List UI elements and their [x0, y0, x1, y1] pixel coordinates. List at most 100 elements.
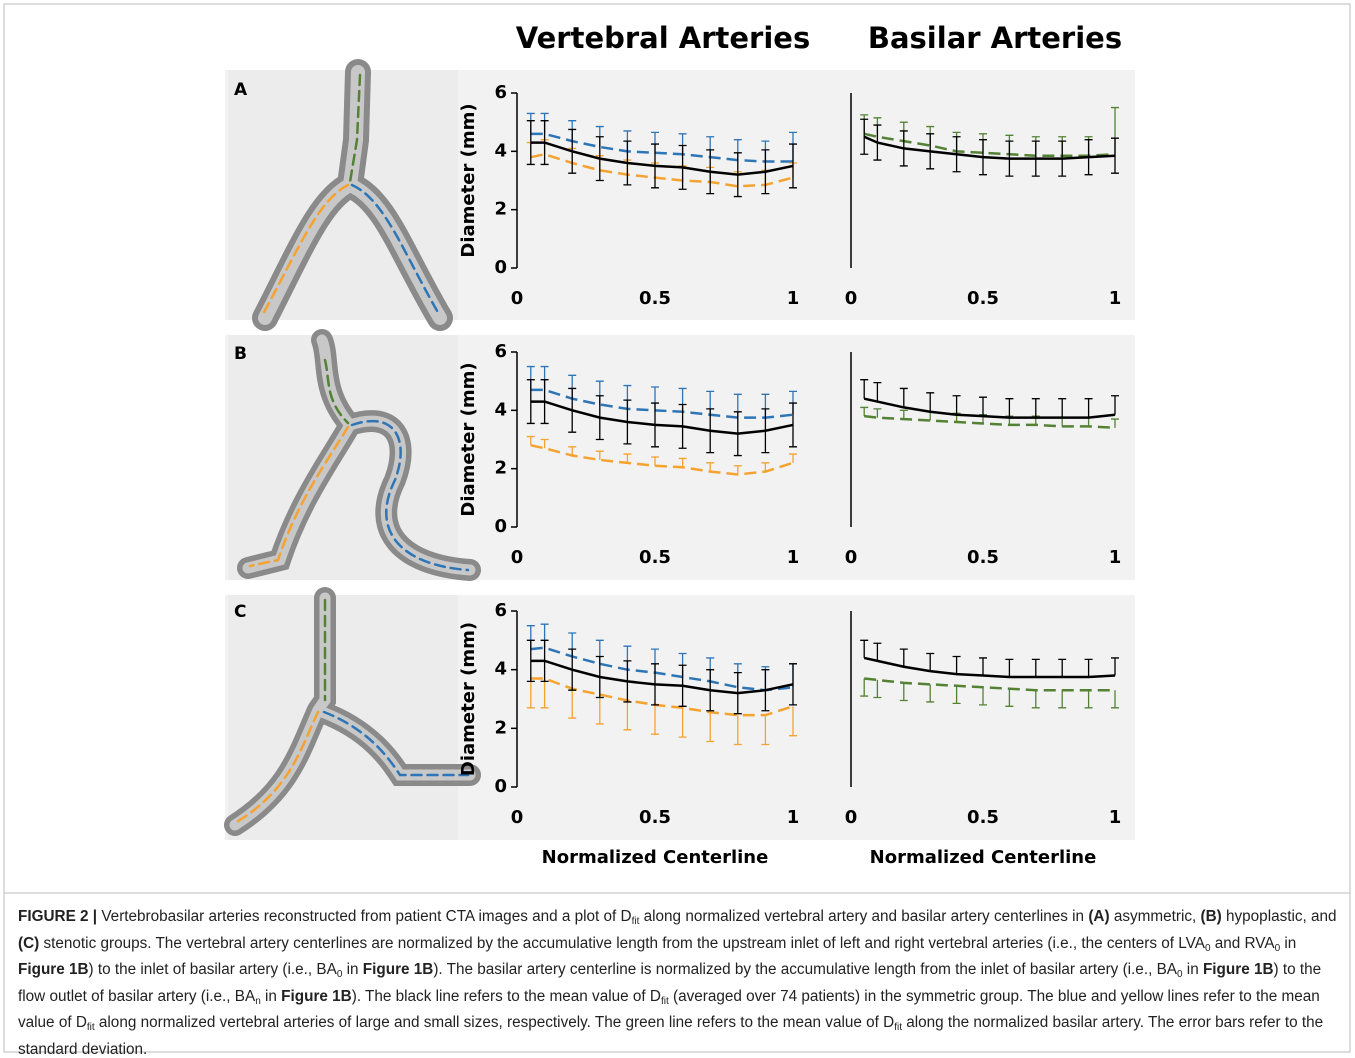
series-line [530, 141, 794, 176]
error-bar [860, 406, 869, 417]
x-tick-label: 0 [845, 288, 858, 309]
error-bar [979, 396, 987, 417]
error-bar [568, 446, 577, 456]
error-bar [873, 408, 882, 418]
error-bar [926, 652, 935, 672]
error-bar [595, 450, 604, 460]
panel-label: C [234, 602, 246, 622]
x-tick-label: 1 [787, 807, 800, 828]
panel-label: A [234, 80, 248, 100]
caption-text: fit [631, 916, 640, 927]
error-bar [651, 456, 659, 466]
caption-text: along normalized vertebral artery and ba… [639, 908, 1089, 925]
x-tick-label: 0 [511, 288, 524, 309]
caption-text: stenotic groups. The vertebral artery ce… [39, 934, 1205, 952]
chart: 0 2 4 6 0 0.5 1 Diameter (mm) [458, 82, 799, 309]
error-bar [952, 655, 961, 675]
error-bar [979, 657, 987, 676]
error-bar [623, 700, 632, 731]
caption-text: in [342, 961, 363, 978]
series-line [863, 656, 1116, 679]
x-tick-label: 0.5 [967, 807, 999, 828]
error-bar [1058, 398, 1067, 418]
chart: 0 2 4 6 0 0.5 1 Diameter (mm) [458, 341, 799, 568]
y-tick-label: 6 [494, 341, 507, 362]
x-tick-label: 1 [1109, 288, 1122, 309]
error-bar [899, 682, 908, 702]
error-bar [540, 678, 549, 709]
series-line [863, 397, 1116, 419]
error-bar [860, 639, 869, 658]
error-bar [1084, 690, 1093, 709]
centerline [322, 710, 470, 777]
error-bar [899, 409, 908, 420]
caption-text: (A) [1088, 908, 1110, 925]
error-bar [1111, 395, 1119, 415]
caption-frame [3, 892, 1351, 1053]
error-bar [860, 379, 869, 399]
y-tick-label: 0 [494, 257, 507, 278]
error-bar [733, 465, 742, 475]
caption-text: in [260, 987, 282, 1005]
error-bar [1084, 658, 1093, 677]
error-bar [1005, 688, 1014, 707]
error-bar [1031, 658, 1040, 677]
caption-text: 0 [1176, 969, 1183, 980]
chart: 0 0.5 1 [845, 352, 1122, 568]
caption-text: fit [894, 1022, 902, 1033]
error-bar [1111, 418, 1119, 428]
centerline [350, 419, 470, 572]
caption-text: fit [86, 1022, 95, 1033]
error-bar [952, 395, 961, 415]
y-tick-label: 4 [494, 140, 507, 161]
caption-text: 0 [336, 969, 343, 980]
error-bar [1111, 657, 1119, 676]
x-tick-label: 0 [845, 807, 858, 828]
series-line [863, 135, 1116, 160]
x-tick-label: 0 [511, 547, 524, 568]
panel-label: B [234, 344, 247, 364]
y-tick-label: 6 [494, 82, 507, 103]
caption-text: along normalized vertebral arteries of l… [94, 1014, 895, 1031]
error-bar [1058, 658, 1067, 677]
error-bar [899, 387, 908, 408]
caption-text: along the normalized basilar artery. The… [18, 1014, 1324, 1058]
centerline [248, 425, 350, 568]
caption-text: 0 [1274, 942, 1281, 954]
error-bar [789, 706, 797, 737]
series-line [863, 132, 1116, 157]
error-bar [526, 435, 535, 446]
caption-text: Figure 1B [362, 961, 434, 978]
x-tick-label: 0.5 [639, 547, 671, 568]
error-bar [678, 707, 687, 738]
y-axis-label: Diameter (mm) [458, 622, 479, 776]
caption-text: asymmetric, [1109, 908, 1201, 925]
error-bar [873, 381, 882, 402]
series-line [530, 400, 794, 435]
column-title: Basilar Arteries [868, 21, 1122, 55]
series-line [530, 659, 794, 695]
column-title: Vertebral Arteries [516, 21, 810, 55]
x-tick-label: 1 [1109, 547, 1122, 568]
error-bar [1031, 690, 1040, 709]
x-tick-label: 0.5 [967, 547, 999, 568]
caption-text: in [1280, 934, 1297, 952]
error-bar [926, 392, 935, 412]
x-tick-label: 0 [511, 807, 524, 828]
centerline [348, 73, 362, 184]
x-tick-label: 0.5 [967, 288, 999, 309]
x-axis-label: Normalized Centerline [542, 847, 769, 868]
series-line [864, 414, 1116, 430]
y-tick-label: 4 [494, 659, 507, 680]
error-bar [678, 457, 687, 468]
error-bar [623, 453, 632, 463]
error-bar [733, 715, 742, 746]
error-bar [1058, 690, 1067, 709]
caption: FIGURE 2 | Vertebrobasilar arteries reco… [18, 906, 1340, 1058]
caption-text: ) to the flow outlet of basilar artery (… [18, 961, 1322, 1005]
caption-text: Figure 1B [1202, 961, 1274, 978]
error-bar [1005, 658, 1014, 677]
caption-text: Figure 1B [18, 961, 89, 978]
error-bar [1111, 137, 1119, 174]
